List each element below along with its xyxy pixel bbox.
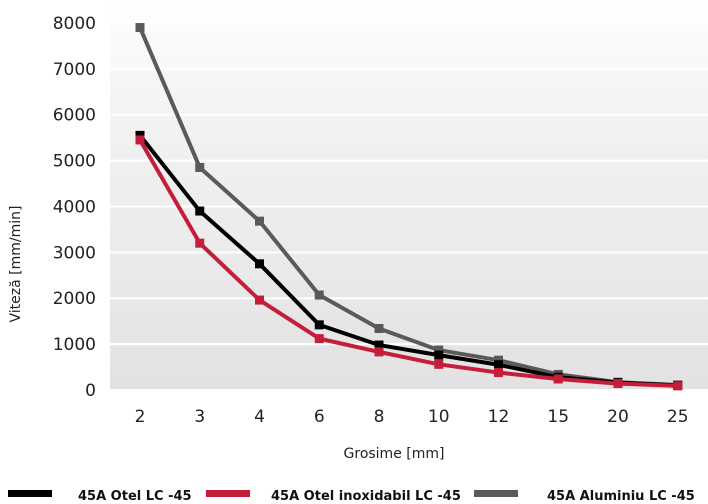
legend-swatch (206, 490, 250, 497)
series-line (138, 138, 678, 388)
x-tick-label: 15 (547, 407, 569, 427)
x-axis-title: Grosime [mm] (344, 446, 445, 462)
legend-label: 45A Aluminiu LC -45 (547, 489, 695, 504)
y-tick-label: 2000 (53, 289, 96, 309)
data-point (135, 135, 145, 145)
plot-background (110, 0, 708, 390)
x-tick-label: 4 (254, 407, 265, 427)
data-point (374, 347, 384, 357)
data-point (135, 130, 145, 140)
data-point (553, 374, 563, 384)
x-tick-label: 2 (135, 407, 146, 427)
x-tick-label: 8 (374, 407, 385, 427)
y-tick-label: 0 (85, 381, 96, 401)
x-tick-label: 3 (194, 407, 205, 427)
data-point (255, 259, 264, 269)
data-point (195, 162, 205, 172)
y-tick-label: 7000 (53, 60, 96, 80)
y-tick-label: 8000 (53, 14, 96, 34)
y-axis-title: Viteză [mm/min] (8, 206, 24, 323)
legend-swatch (474, 490, 518, 497)
y-tick-label: 6000 (53, 106, 96, 126)
legend-item: 45A Aluminiu LC -45 (474, 489, 695, 504)
data-point (494, 368, 503, 378)
data-point (494, 355, 503, 365)
x-tick-label: 25 (667, 407, 689, 427)
y-axis-ticks: 0 1000 2000 3000 4000 5000 6000 7000 8000 (53, 14, 96, 401)
data-point (195, 206, 205, 216)
legend-swatch (8, 490, 52, 497)
x-tick-label: 12 (488, 407, 510, 427)
legend-label: 45A Otel inoxidabil LC -45 (271, 489, 461, 504)
data-point (314, 290, 324, 300)
x-tick-label: 10 (428, 407, 450, 427)
legend-item: 45A Otel LC -45 (8, 489, 192, 504)
legend-item: 45A Otel inoxidabil LC -45 (206, 489, 461, 504)
data-point (135, 23, 145, 33)
data-point (255, 295, 264, 305)
data-point (374, 340, 384, 350)
series-2 (135, 135, 683, 391)
data-point (434, 359, 444, 369)
x-tick-label: 20 (607, 407, 629, 427)
data-point (494, 360, 503, 370)
data-point (673, 381, 683, 391)
data-point (374, 324, 384, 334)
y-tick-label: 5000 (53, 152, 96, 172)
legend-label: 45A Otel LC -45 (78, 489, 192, 504)
y-tick-label: 3000 (53, 243, 96, 263)
legend: 45A Otel LC -45 45A Otel inoxidabil LC -4… (8, 489, 695, 504)
data-point (195, 238, 205, 248)
x-tick-label: 6 (314, 407, 325, 427)
x-axis-ticks: 2 3 4 6 8 10 12 15 20 25 (135, 407, 689, 427)
y-tick-label: 4000 (53, 197, 96, 217)
data-point (434, 345, 444, 355)
data-point (434, 350, 444, 360)
series-layer (135, 23, 683, 391)
data-point (613, 379, 623, 389)
data-point (255, 216, 264, 226)
data-point (314, 320, 324, 330)
data-point (314, 334, 324, 344)
y-tick-label: 1000 (53, 335, 96, 355)
